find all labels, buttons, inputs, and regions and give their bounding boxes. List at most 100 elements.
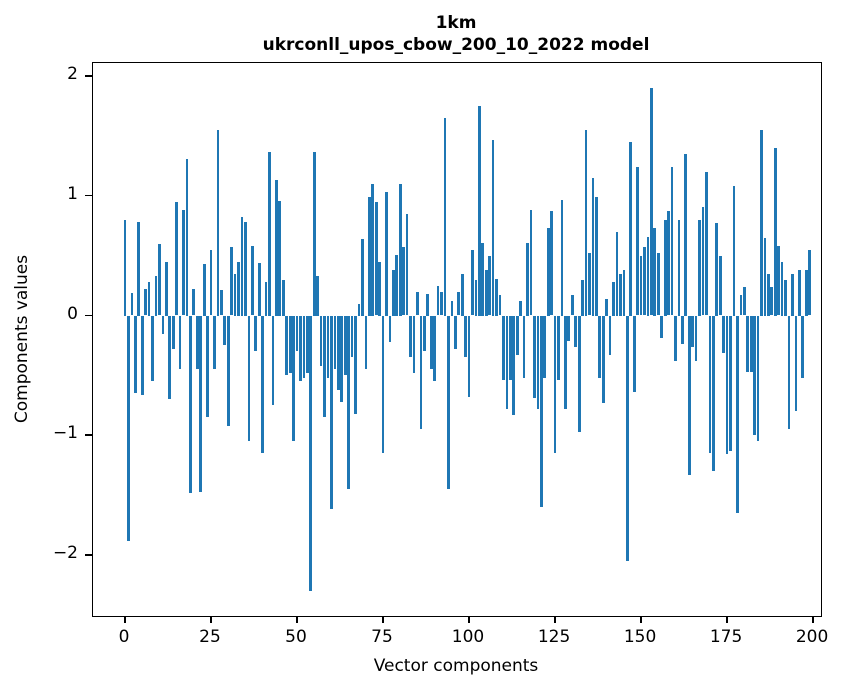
bar — [133, 315, 137, 394]
y-tick-label: 0 — [67, 303, 78, 324]
bar — [777, 246, 781, 316]
bar — [202, 264, 206, 316]
bar — [250, 246, 254, 316]
bar — [773, 148, 777, 316]
bar — [195, 315, 199, 370]
bar — [605, 298, 609, 316]
bar — [632, 315, 636, 393]
bar — [471, 249, 474, 316]
bar — [715, 223, 719, 316]
bar — [323, 315, 326, 418]
bar — [278, 200, 282, 316]
bar — [705, 171, 708, 316]
bar — [491, 139, 495, 316]
bar — [398, 183, 402, 316]
bar — [295, 315, 299, 352]
bar — [756, 315, 760, 442]
y-tick-mark — [85, 314, 92, 317]
bar — [429, 315, 433, 370]
bar — [478, 106, 481, 316]
bar — [367, 197, 371, 316]
bar — [175, 201, 178, 316]
y-tick-label: 2 — [67, 64, 78, 85]
bar — [447, 315, 450, 490]
bar — [319, 315, 323, 366]
plot-area — [92, 62, 822, 617]
bar — [392, 270, 395, 316]
bar — [144, 289, 148, 316]
bar — [189, 315, 192, 493]
bar — [244, 222, 247, 316]
bar — [663, 219, 667, 316]
bar — [374, 201, 378, 316]
x-tick-label: 100 — [451, 627, 485, 647]
bar — [564, 315, 567, 409]
bar — [147, 282, 151, 316]
y-tick-mark — [85, 194, 92, 197]
bar — [722, 315, 726, 353]
x-tick-label: 175 — [709, 627, 743, 647]
bar — [347, 315, 350, 490]
x-tick-label: 150 — [623, 627, 657, 647]
bar — [450, 301, 454, 316]
y-tick-mark — [85, 75, 92, 77]
bar — [361, 239, 364, 316]
bar — [760, 130, 763, 316]
bar — [354, 315, 357, 414]
y-tick-mark — [85, 554, 92, 556]
bar — [309, 315, 313, 591]
bar — [608, 315, 612, 356]
bar — [130, 292, 134, 316]
bar — [395, 254, 399, 316]
bar — [371, 183, 375, 316]
bar — [770, 286, 774, 316]
bar — [495, 278, 498, 316]
bar — [209, 249, 213, 316]
x-tick-mark — [468, 616, 470, 623]
bar — [512, 315, 516, 415]
bar — [409, 315, 412, 358]
bar — [137, 222, 141, 316]
bar — [636, 167, 639, 316]
bar — [333, 315, 337, 370]
bar — [560, 199, 564, 316]
bar — [481, 242, 485, 316]
bar — [440, 291, 443, 316]
bar — [615, 231, 619, 316]
bar — [784, 279, 787, 316]
bar — [639, 255, 643, 316]
bar — [192, 289, 196, 316]
y-tick-label: −1 — [52, 423, 78, 444]
bar — [763, 237, 767, 316]
bar — [725, 315, 729, 455]
x-axis-label: Vector components — [373, 656, 539, 676]
bar — [574, 315, 578, 347]
bar — [412, 315, 416, 374]
bar — [588, 253, 591, 316]
bar — [302, 315, 306, 378]
bar — [230, 247, 234, 316]
bar — [681, 315, 684, 345]
bar — [567, 315, 571, 341]
bar — [539, 315, 543, 508]
bar — [749, 315, 753, 372]
bar — [694, 315, 698, 362]
bar — [791, 273, 794, 316]
bar — [388, 315, 392, 342]
bar — [257, 262, 261, 316]
bar — [526, 242, 529, 316]
bar — [419, 315, 423, 430]
bar — [629, 142, 633, 316]
bar — [729, 315, 732, 451]
bar — [804, 270, 808, 316]
bar — [550, 211, 553, 316]
bar — [285, 315, 289, 376]
bar — [736, 315, 739, 514]
bar — [316, 276, 320, 316]
bar — [460, 273, 464, 316]
bar — [340, 315, 344, 402]
bar — [416, 291, 419, 316]
bar — [519, 301, 523, 316]
bar — [498, 295, 502, 316]
